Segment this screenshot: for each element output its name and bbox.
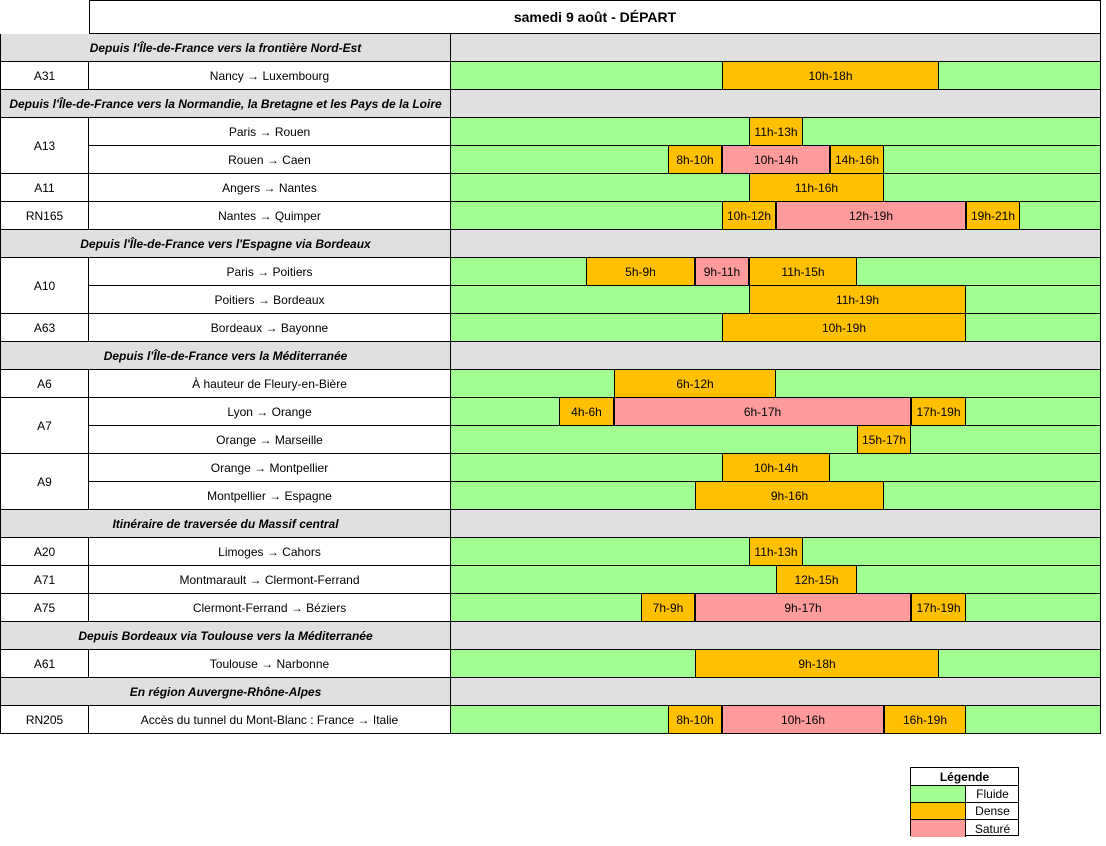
section-heading: Depuis l'Île-de-France vers la frontière… [0, 34, 451, 62]
band-dense: 9h-16h [695, 482, 884, 510]
segment-name: Orange → Montpellier [89, 454, 451, 482]
band-dense: 11h-15h [749, 258, 857, 286]
legend-label: Dense [975, 804, 1010, 818]
legend-swatch-sature [911, 820, 966, 837]
segment-name: Orange → Marseille [89, 426, 451, 454]
road-number: A31 [0, 62, 89, 90]
legend-item-dense: Dense [911, 803, 1018, 820]
segment-name: Montpellier → Espagne [89, 482, 451, 510]
road-number: A7 [0, 398, 89, 454]
band-dense: 17h-19h [911, 594, 966, 622]
legend-title: Légende [911, 768, 1018, 786]
page-title: samedi 9 août - DÉPART [89, 0, 1101, 34]
road-number: A20 [0, 538, 89, 566]
section-heading: Depuis l'Île-de-France vers l'Espagne vi… [0, 230, 451, 258]
band-dense: 4h-6h [559, 398, 614, 426]
segment-name: Rouen → Caen [89, 146, 451, 174]
segment-name: Accès du tunnel du Mont-Blanc : France →… [89, 706, 451, 734]
road-number: A11 [0, 174, 89, 202]
section-heading: Depuis l'Île-de-France vers la Méditerra… [0, 342, 451, 370]
segment-name: Nantes → Quimper [89, 202, 451, 230]
band-dense: 16h-19h [884, 706, 966, 734]
band-dense: 11h-13h [749, 118, 803, 146]
segment-name: Montmarault → Clermont-Ferrand [89, 566, 451, 594]
segment-name: Paris → Rouen [89, 118, 451, 146]
band-sature: 6h-17h [614, 398, 911, 426]
legend-item-sature: Saturé [911, 820, 1018, 837]
road-number: A61 [0, 650, 89, 678]
timeline-fluide [451, 426, 1101, 454]
band-dense: 19h-21h [966, 202, 1020, 230]
band-dense: 14h-16h [830, 146, 884, 174]
legend-label: Saturé [974, 821, 1011, 836]
section-heading-fill [451, 510, 1101, 538]
section-heading-fill [451, 678, 1101, 706]
legend-label: Fluide [976, 787, 1009, 801]
band-dense: 11h-16h [749, 174, 884, 202]
band-dense: 10h-14h [722, 454, 830, 482]
legend: Légende Fluide Dense Saturé [910, 767, 1019, 837]
band-dense: 6h-12h [614, 370, 776, 398]
road-number: RN165 [0, 202, 89, 230]
segment-name: Lyon → Orange [89, 398, 451, 426]
band-dense: 10h-18h [722, 62, 939, 90]
segment-name: Angers → Nantes [89, 174, 451, 202]
band-dense: 8h-10h [668, 706, 722, 734]
band-dense: 5h-9h [586, 258, 695, 286]
road-number: A13 [0, 118, 89, 174]
section-heading: Depuis Bordeaux via Toulouse vers la Méd… [0, 622, 451, 650]
segment-name: Nancy → Luxembourg [89, 62, 451, 90]
traffic-forecast-table: samedi 9 août - DÉPART Depuis l'Île-de-F… [0, 0, 1101, 734]
road-number: A75 [0, 594, 89, 622]
segment-name: À hauteur de Fleury-en-Bière [89, 370, 451, 398]
band-dense: 7h-9h [641, 594, 695, 622]
section-heading: Itinéraire de traversée du Massif centra… [0, 510, 451, 538]
band-sature: 9h-17h [695, 594, 911, 622]
band-sature: 10h-14h [722, 146, 830, 174]
section-heading-fill [451, 342, 1101, 370]
segment-name: Paris → Poitiers [89, 258, 451, 286]
section-heading-fill [451, 90, 1101, 118]
band-dense: 9h-18h [695, 650, 939, 678]
segment-name: Limoges → Cahors [89, 538, 451, 566]
section-heading-fill [451, 230, 1101, 258]
segment-name: Toulouse → Narbonne [89, 650, 451, 678]
band-sature: 9h-11h [695, 258, 749, 286]
band-dense: 10h-19h [722, 314, 966, 342]
section-heading-fill [451, 622, 1101, 650]
band-dense: 10h-12h [722, 202, 776, 230]
band-dense: 11h-19h [749, 286, 966, 314]
section-heading: En région Auvergne-Rhône-Alpes [0, 678, 451, 706]
road-number: A9 [0, 454, 89, 510]
road-number: A10 [0, 258, 89, 314]
road-number: RN205 [0, 706, 89, 734]
segment-name: Poitiers → Bordeaux [89, 286, 451, 314]
section-heading-fill [451, 34, 1101, 62]
road-number: A71 [0, 566, 89, 594]
band-dense: 17h-19h [911, 398, 966, 426]
band-sature: 10h-16h [722, 706, 884, 734]
legend-item-fluide: Fluide [911, 786, 1018, 803]
band-sature: 12h-19h [776, 202, 966, 230]
legend-swatch-fluide [911, 786, 966, 802]
legend-swatch-dense [911, 803, 966, 819]
band-dense: 11h-13h [749, 538, 803, 566]
band-dense: 12h-15h [776, 566, 857, 594]
timeline-fluide [451, 370, 1101, 398]
band-dense: 8h-10h [668, 146, 722, 174]
segment-name: Clermont-Ferrand → Béziers [89, 594, 451, 622]
road-number: A63 [0, 314, 89, 342]
band-dense: 15h-17h [857, 426, 911, 454]
road-number: A6 [0, 370, 89, 398]
segment-name: Bordeaux → Bayonne [89, 314, 451, 342]
section-heading: Depuis l'Île-de-France vers la Normandie… [0, 90, 451, 118]
